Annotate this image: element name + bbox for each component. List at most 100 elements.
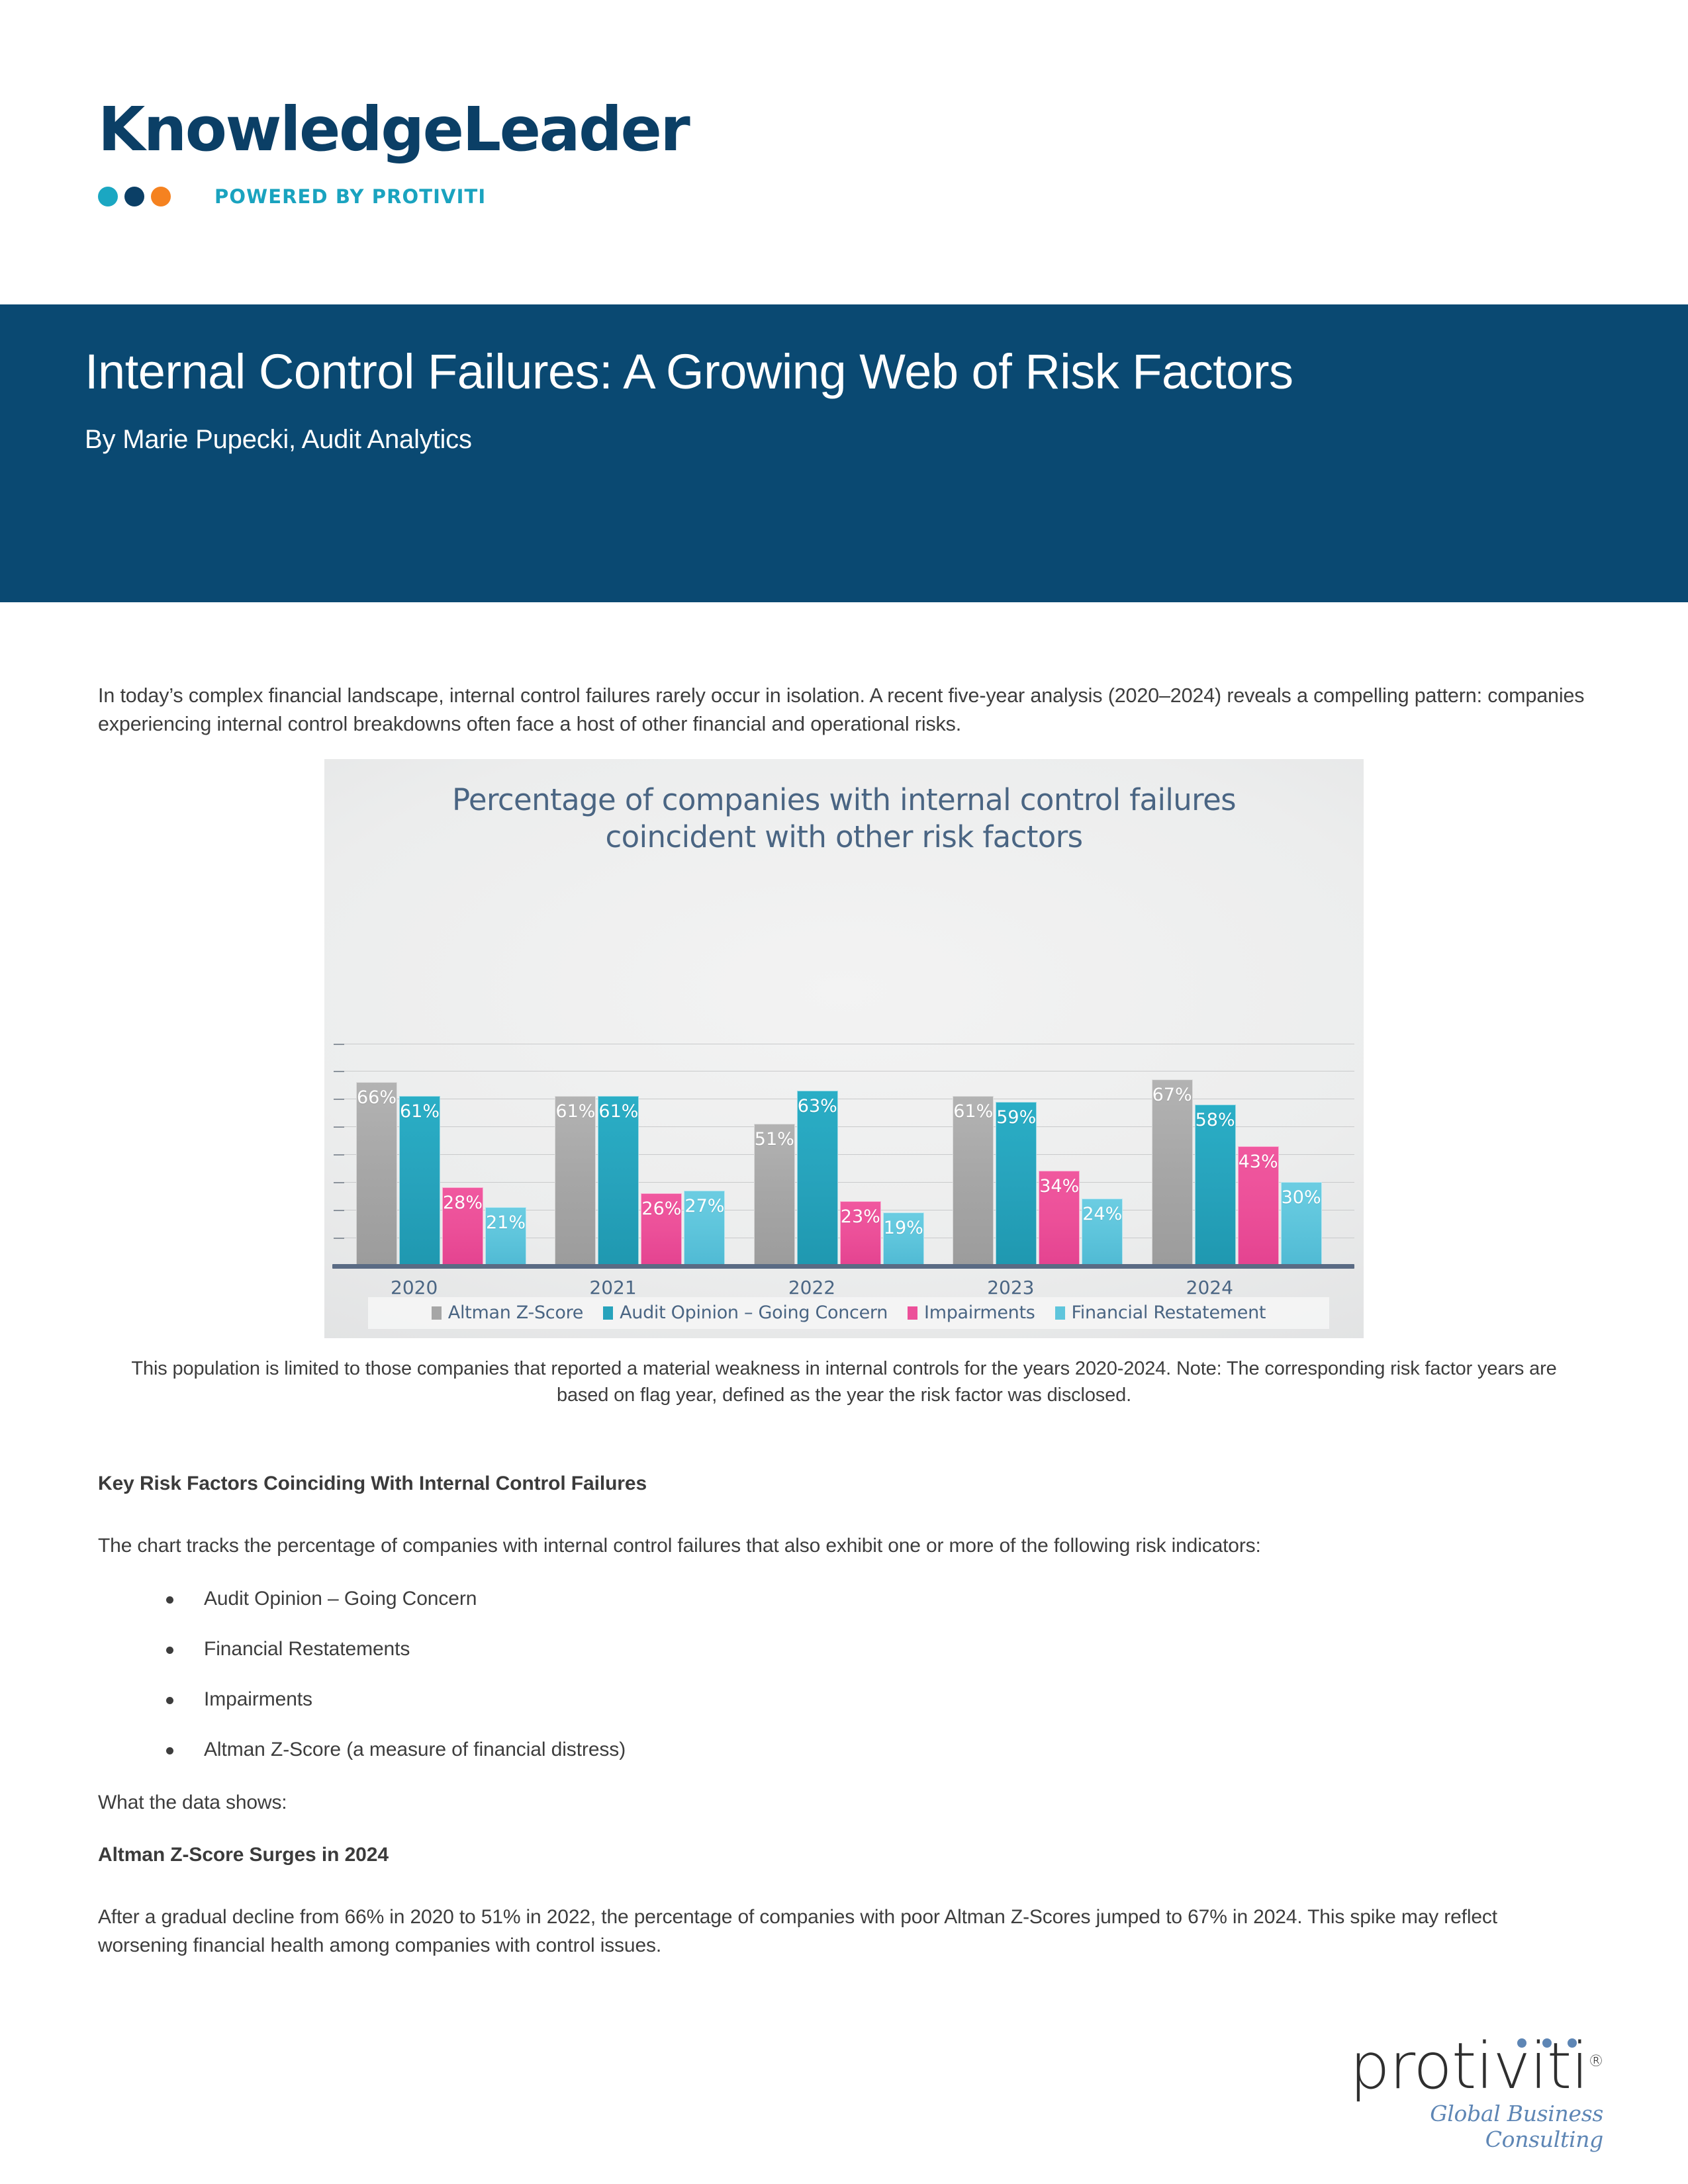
- x-axis-label-2023: 2023: [987, 1276, 1035, 1298]
- chart-x-axis-labels: 2020 2021 2022 2023 2024: [344, 1277, 1354, 1298]
- bar-value-label: 67%: [1152, 1085, 1192, 1106]
- bar-value-label: 63%: [797, 1095, 837, 1116]
- x-axis-label-2024: 2024: [1186, 1276, 1233, 1298]
- bar-value-label: 27%: [684, 1195, 725, 1216]
- x-axis-label-2020: 2020: [391, 1276, 438, 1298]
- cyan-dot-icon: [98, 187, 118, 206]
- y-tick: [334, 1154, 344, 1156]
- risk-factor-bar-chart: Percentage of companies with internal co…: [324, 758, 1364, 1338]
- intro-paragraph: In today’s complex financial landscape, …: [98, 684, 1585, 736]
- bar-2024-series-0: 67%: [1151, 1079, 1193, 1265]
- bar-value-label: 61%: [399, 1101, 440, 1122]
- bar-2020-series-3: 21%: [485, 1206, 526, 1265]
- y-tick: [334, 1181, 344, 1183]
- legend-label: Altman Z-Score: [447, 1302, 584, 1324]
- chart-plot-area: 66% 61% 28% 21% 61% 61% 26% 27% 51% 63% 23% 19% 61% 5…: [332, 1043, 1354, 1269]
- bar-2021-series-0: 61%: [555, 1096, 596, 1265]
- list-item-label: Audit Opinion – Going Concern: [204, 1588, 477, 1610]
- bar-value-label: 66%: [356, 1087, 397, 1109]
- chart-caption: This population is limited to those comp…: [131, 1357, 1557, 1406]
- list-item-label: Altman Z-Score (a measure of financial d…: [204, 1739, 626, 1761]
- protiviti-wordmark: protiviti®: [1350, 2034, 1604, 2098]
- bar-group-2022: 51% 63% 23% 19%: [753, 1044, 953, 1265]
- bullet-dot-icon: [166, 1596, 173, 1604]
- bar-value-label: 26%: [641, 1198, 682, 1219]
- protiviti-logo: protiviti® Global Business Consulting: [1312, 2034, 1604, 2152]
- legend-swatch-icon: [1055, 1306, 1065, 1320]
- bar-2020-series-0: 66%: [356, 1082, 397, 1265]
- byline: By Marie Pupecki, Audit Analytics: [85, 425, 472, 455]
- what-data-shows-line: What the data shows:: [98, 1792, 287, 1814]
- bar-value-label: 58%: [1195, 1109, 1235, 1130]
- bar-2024-series-1: 58%: [1194, 1104, 1236, 1265]
- gridline: [344, 1181, 1354, 1183]
- legend-item-1: Audit Opinion – Going Concern: [603, 1302, 888, 1323]
- bar-group-2021: 61% 61% 26% 27%: [555, 1044, 753, 1265]
- bar-2023-series-2: 34%: [1039, 1171, 1080, 1265]
- bar-value-label: 24%: [1082, 1204, 1123, 1225]
- brand-dots: [98, 187, 171, 206]
- bar-value-label: 59%: [996, 1107, 1037, 1128]
- bar-value-label: 34%: [1039, 1176, 1080, 1197]
- title-banner: Internal Control Failures: A Growing Web…: [0, 304, 1688, 602]
- bar-group-2020: 66% 61% 28% 21%: [356, 1044, 555, 1265]
- bar-2024-series-3: 30%: [1280, 1181, 1322, 1265]
- chart-bar-groups: 66% 61% 28% 21% 61% 61% 26% 27% 51% 63% 23% 19% 61% 5…: [344, 1044, 1354, 1265]
- knowledgeleader-wordmark: KnowledgeLeader: [98, 94, 690, 165]
- key-risk-heading: Key Risk Factors Coinciding With Interna…: [98, 1472, 647, 1494]
- bar-2022-series-3: 19%: [882, 1212, 924, 1265]
- gridline: [344, 1126, 1354, 1128]
- legend-swatch-icon: [908, 1306, 918, 1320]
- bar-value-label: 30%: [1281, 1187, 1321, 1208]
- chart-y-ticks: [334, 1043, 344, 1267]
- legend-item-0: Altman Z-Score: [431, 1302, 584, 1324]
- chart-title: Percentage of companies with internal co…: [451, 782, 1237, 855]
- chart-legend: Altman Z-Score Audit Opinion – Going Conc…: [368, 1297, 1329, 1329]
- key-risk-intro-paragraph: The chart tracks the percentage of compa…: [98, 1534, 1261, 1557]
- y-tick: [334, 1126, 344, 1128]
- x-axis-label-2022: 2022: [788, 1276, 836, 1298]
- brand-subrow: POWERED BY PROTIVITI: [98, 185, 1688, 208]
- page-masthead: KnowledgeLeader POWERED BY PROTIVITI: [0, 0, 1688, 304]
- bar-2022-series-2: 23%: [839, 1201, 881, 1265]
- registered-trademark-icon: ®: [1588, 2052, 1604, 2070]
- y-tick: [334, 1099, 344, 1101]
- y-tick: [334, 1237, 344, 1239]
- protiviti-dot-icon-3: [1568, 2038, 1577, 2048]
- x-axis-label-2021: 2021: [589, 1276, 637, 1298]
- bar-2022-series-1: 63%: [796, 1090, 838, 1265]
- bar-2020-series-1: 61%: [399, 1096, 440, 1265]
- y-tick: [334, 1043, 344, 1045]
- bar-group-2024: 67% 58% 43% 30%: [1151, 1044, 1350, 1265]
- bar-value-label: 21%: [485, 1212, 526, 1233]
- bar-2022-series-0: 51%: [753, 1124, 795, 1265]
- legend-swatch-icon: [603, 1306, 614, 1320]
- bar-2021-series-3: 27%: [684, 1190, 726, 1265]
- page-title: Internal Control Failures: A Growing Web…: [85, 344, 1293, 399]
- y-tick: [334, 1209, 344, 1211]
- protiviti-dot-icon-2: [1542, 2038, 1552, 2048]
- protiviti-dots: [1517, 2038, 1577, 2048]
- bar-2021-series-1: 61%: [598, 1096, 639, 1265]
- bar-2024-series-2: 43%: [1237, 1146, 1279, 1265]
- list-item-label: Financial Restatements: [204, 1638, 410, 1661]
- bar-value-label: 51%: [754, 1129, 794, 1150]
- bar-value-label: 61%: [555, 1101, 596, 1122]
- legend-swatch-icon: [431, 1306, 442, 1320]
- list-item: Financial Restatements: [98, 1638, 1590, 1661]
- powered-by-label: POWERED BY PROTIVITI: [214, 185, 487, 208]
- risk-indicator-list: Audit Opinion – Going Concern Financial R…: [98, 1588, 1590, 1761]
- protiviti-tagline: Global Business Consulting: [1430, 2101, 1603, 2152]
- bar-2023-series-1: 59%: [996, 1101, 1037, 1265]
- altman-subheading: Altman Z-Score Surges in 2024: [98, 1843, 389, 1866]
- bar-value-label: 61%: [598, 1101, 639, 1122]
- bullet-dot-icon: [166, 1697, 173, 1705]
- list-item: Audit Opinion – Going Concern: [98, 1588, 1590, 1610]
- legend-label: Financial Restatement: [1071, 1302, 1266, 1324]
- bar-value-label: 19%: [883, 1218, 923, 1239]
- protiviti-dot-icon-1: [1517, 2038, 1526, 2048]
- legend-label: Audit Opinion – Going Concern: [620, 1302, 888, 1324]
- legend-item-3: Financial Restatement: [1055, 1302, 1266, 1323]
- navy-dot-icon: [124, 187, 144, 206]
- legend-item-2: Impairments: [908, 1302, 1035, 1323]
